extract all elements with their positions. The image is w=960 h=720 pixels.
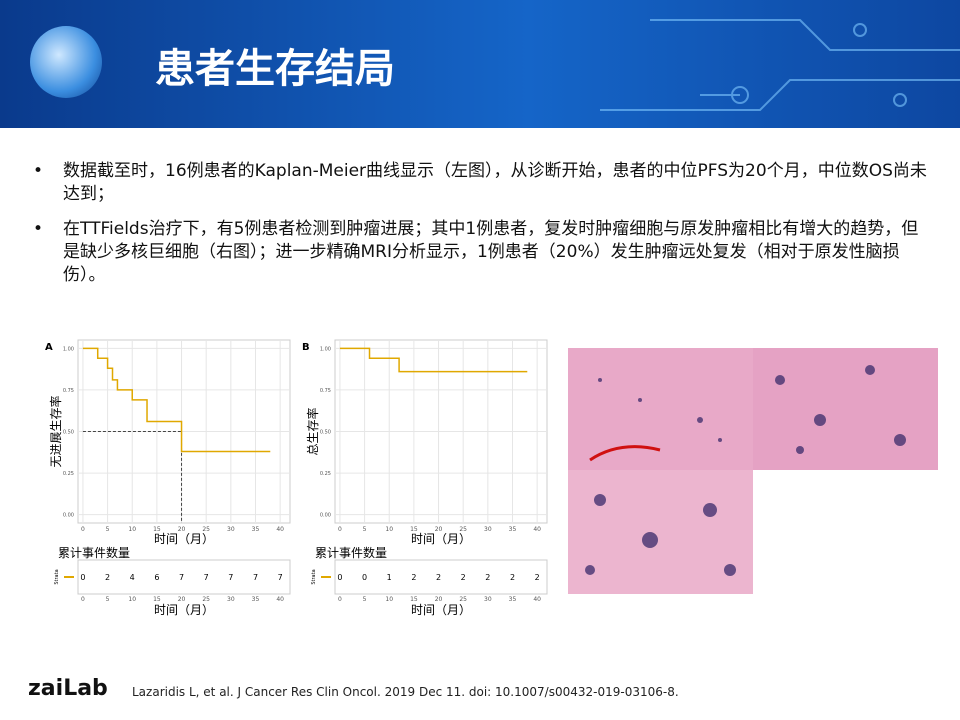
risk-table-area — [334, 559, 548, 595]
x-tick-label: 35 — [509, 596, 517, 603]
risk-table-title: 累计事件数量 — [58, 545, 130, 560]
x-tick-label: 40 — [276, 526, 284, 533]
x-tick-label: 30 — [227, 596, 235, 603]
risk-count: 6 — [154, 573, 159, 582]
x-tick-label: 10 — [128, 526, 136, 533]
risk-count: 7 — [228, 573, 233, 582]
x-tick-label: 15 — [410, 596, 418, 603]
x-tick-label: 5 — [363, 596, 367, 603]
x-tick-label: 15 — [410, 526, 418, 533]
x-axis-label: 时间（月） — [411, 532, 471, 546]
x-tick-label: 40 — [533, 526, 541, 533]
x-tick-label: 35 — [252, 596, 260, 603]
y-tick-label: 0.50 — [320, 430, 331, 436]
bullet: 数据截至时，16例患者的Kaplan-Meier曲线显示（左图），从诊断开始，患… — [30, 160, 930, 206]
median-line — [82, 431, 183, 523]
bullet: 在TTFields治疗下，有5例患者检测到肿瘤进展；其中1例患者，复发时肿瘤细胞… — [30, 218, 930, 287]
risk-count: 0 — [337, 573, 342, 582]
risk-count: 2 — [485, 573, 490, 582]
risk-count: 2 — [436, 573, 441, 582]
x-tick-label: 0 — [81, 596, 85, 603]
x-tick-label: 30 — [227, 526, 235, 533]
risk-count: 0 — [362, 573, 367, 582]
x-tick-label: 5 — [106, 596, 110, 603]
x-tick-label: 5 — [106, 526, 110, 533]
x-tick-label: 25 — [459, 526, 467, 533]
y-tick-label: 0.50 — [63, 430, 74, 436]
header: 患者生存结局 — [0, 0, 960, 128]
risk-count: 7 — [179, 573, 184, 582]
y-tick-label: 0.75 — [320, 388, 331, 394]
risk-count: 2 — [461, 573, 466, 582]
x-tick-label: 20 — [178, 526, 186, 533]
km-curve — [82, 347, 271, 453]
risk-count: 7 — [204, 573, 209, 582]
x-tick-label: 20 — [435, 526, 443, 533]
risk-table-area — [77, 559, 291, 595]
x-tick-label: 20 — [178, 596, 186, 603]
x-tick-label: 10 — [128, 596, 136, 603]
y-tick-label: 1.00 — [320, 346, 331, 352]
bullet-list: 数据截至时，16例患者的Kaplan-Meier曲线显示（左图），从诊断开始，患… — [30, 160, 930, 299]
y-tick-label: 0.25 — [63, 471, 74, 477]
x-tick-label: 35 — [509, 526, 517, 533]
y-tick-label: 0.25 — [320, 471, 331, 477]
y-axis-label: 总生存率 — [305, 407, 320, 455]
risk-count: 2 — [510, 573, 515, 582]
risk-count: 2 — [535, 573, 540, 582]
logo: zaiLab — [28, 676, 108, 701]
risk-strata-label: Strata — [311, 569, 317, 584]
risk-count: 4 — [130, 573, 135, 582]
km-curve — [339, 347, 528, 373]
x-axis-label: 时间（月） — [411, 603, 471, 617]
risk-count: 0 — [80, 573, 85, 582]
risk-strata-label: Strata — [54, 569, 60, 584]
x-tick-label: 30 — [484, 596, 492, 603]
x-tick-label: 40 — [533, 596, 541, 603]
risk-count: 7 — [278, 573, 283, 582]
x-axis-label: 时间（月） — [154, 603, 214, 617]
x-tick-label: 15 — [153, 526, 161, 533]
x-tick-label: 40 — [276, 596, 284, 603]
risk-count: 2 — [411, 573, 416, 582]
x-tick-label: 25 — [459, 596, 467, 603]
y-axis-label: 无进展生存率 — [48, 395, 63, 467]
x-tick-label: 25 — [202, 596, 210, 603]
x-tick-label: 20 — [435, 596, 443, 603]
x-tick-label: 0 — [338, 596, 342, 603]
x-tick-label: 30 — [484, 526, 492, 533]
panel-label: B — [302, 342, 310, 353]
logo-globe — [30, 26, 102, 98]
histology — [568, 348, 938, 594]
x-tick-label: 0 — [81, 526, 85, 533]
x-axis-label: 时间（月） — [154, 532, 214, 546]
y-tick-label: 1.00 — [63, 346, 74, 352]
y-tick-label: 0.75 — [63, 388, 74, 394]
x-tick-label: 15 — [153, 596, 161, 603]
x-tick-label: 10 — [385, 526, 393, 533]
circuit — [600, 19, 960, 111]
risk-count: 1 — [387, 573, 392, 582]
risk-count: 2 — [105, 573, 110, 582]
y-tick-label: 0.00 — [63, 513, 74, 519]
risk-table-title: 累计事件数量 — [315, 545, 387, 560]
x-tick-label: 0 — [338, 526, 342, 533]
y-tick-label: 0.00 — [320, 513, 331, 519]
citation: Lazaridis L, et al. J Cancer Res Clin On… — [132, 685, 679, 699]
x-tick-label: 25 — [202, 526, 210, 533]
x-tick-label: 5 — [363, 526, 367, 533]
risk-count: 7 — [253, 573, 258, 582]
x-tick-label: 10 — [385, 596, 393, 603]
slide-title: 患者生存结局 — [155, 46, 395, 92]
x-tick-label: 35 — [252, 526, 260, 533]
panel-label: A — [45, 342, 53, 353]
